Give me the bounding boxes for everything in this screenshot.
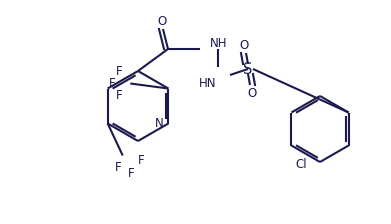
Text: NH: NH xyxy=(210,37,228,50)
Text: O: O xyxy=(239,39,249,52)
Text: F: F xyxy=(116,65,123,78)
Text: F: F xyxy=(127,167,134,180)
Text: F: F xyxy=(116,89,123,102)
Text: F: F xyxy=(137,154,144,167)
Text: O: O xyxy=(248,86,256,99)
Text: F: F xyxy=(115,161,121,174)
Text: HN: HN xyxy=(199,77,216,90)
Text: Cl: Cl xyxy=(296,157,307,170)
Text: S: S xyxy=(243,62,253,77)
Text: O: O xyxy=(157,15,167,28)
Text: F: F xyxy=(109,77,116,90)
Text: N: N xyxy=(154,117,163,130)
